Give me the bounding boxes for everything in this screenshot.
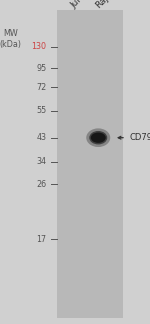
Text: CD79a: CD79a: [129, 133, 150, 142]
Ellipse shape: [91, 133, 106, 143]
Text: Jurkat: Jurkat: [69, 0, 94, 10]
Text: 72: 72: [36, 83, 46, 92]
Text: 55: 55: [36, 106, 46, 115]
Text: 95: 95: [36, 64, 46, 73]
Text: 43: 43: [36, 133, 46, 142]
Ellipse shape: [89, 131, 107, 145]
Text: 17: 17: [36, 235, 46, 244]
Text: 34: 34: [36, 157, 46, 167]
Ellipse shape: [86, 128, 110, 147]
Bar: [57, 10, 123, 318]
Text: 130: 130: [32, 42, 46, 52]
Text: 26: 26: [36, 179, 46, 189]
Text: Raji: Raji: [94, 0, 112, 10]
Text: MW
(kDa): MW (kDa): [0, 29, 21, 49]
